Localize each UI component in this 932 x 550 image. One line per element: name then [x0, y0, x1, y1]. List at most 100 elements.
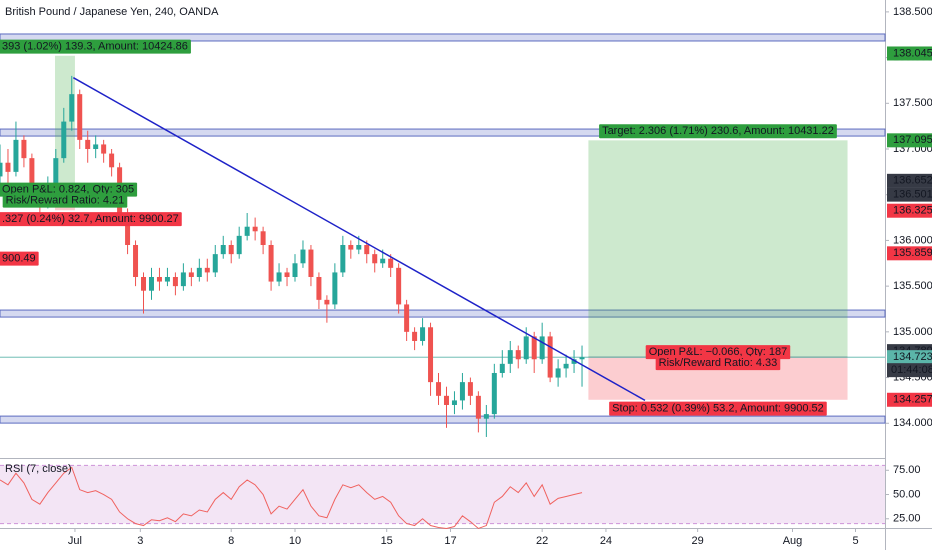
- price-marker-label: 135.859: [893, 247, 932, 259]
- y-tick-label: 135.500: [893, 280, 932, 292]
- candle-body: [196, 267, 202, 277]
- candle-body: [141, 276, 147, 291]
- candle-body: [499, 363, 505, 373]
- y-tick-label: 75.00: [893, 464, 921, 476]
- candle-body: [93, 144, 99, 150]
- target-label-bg: [0, 39, 191, 54]
- price-marker-label: 134.257: [893, 394, 932, 406]
- order-label: 900.49: [2, 253, 36, 265]
- candle-body: [236, 235, 242, 255]
- candle-body: [491, 372, 497, 415]
- candle-body: [380, 258, 386, 264]
- x-tick-label: 3: [137, 535, 143, 547]
- candle-body: [53, 158, 59, 186]
- x-tick-label: Jul: [68, 535, 82, 547]
- rr-label: Risk/Reward Ratio: 4.33: [659, 357, 778, 369]
- x-tick-label: 17: [444, 535, 456, 547]
- candle-body: [69, 94, 75, 122]
- candle-body: [308, 249, 314, 277]
- price-marker-label: 134.723: [893, 351, 932, 363]
- candle-body: [539, 336, 545, 360]
- target-label: Target: 2.306 (1.71%) 230.6, Amount: 104…: [602, 125, 834, 137]
- stop-label: .327 (0.24%) 32.7, Amount: 9900.27: [2, 213, 179, 225]
- candle-body: [109, 153, 115, 168]
- candle-body: [77, 94, 83, 140]
- pnl-label: Open P&L: 0.824, Qty: 305: [2, 184, 134, 196]
- candle-body: [85, 139, 91, 150]
- x-tick-label: 8: [228, 535, 234, 547]
- x-tick-label: 22: [536, 535, 548, 547]
- candle-body: [507, 350, 513, 364]
- price-marker-label: 138.045: [893, 47, 932, 59]
- price-marker-label: 136.501: [893, 189, 932, 201]
- candle-body: [459, 382, 465, 401]
- candle-body: [348, 244, 354, 250]
- x-tick-label: 29: [692, 535, 704, 547]
- price-marker: [887, 173, 932, 188]
- candle-body: [523, 336, 529, 360]
- candle-body: [483, 414, 489, 419]
- y-tick-label: 50.00: [893, 488, 921, 500]
- candle-body: [228, 244, 234, 255]
- target-label-bg: [599, 124, 837, 139]
- pnl-label-bg: [0, 182, 138, 197]
- candle-body: [29, 158, 35, 191]
- candle-body: [555, 368, 561, 378]
- x-tick-label: 15: [381, 535, 393, 547]
- candle-body: [61, 121, 67, 159]
- price-marker: [887, 203, 932, 218]
- y-tick-label: 138.500: [893, 6, 932, 18]
- order-label-bg: [0, 251, 39, 266]
- y-tick-label: 136.000: [893, 234, 932, 246]
- price-marker: [887, 46, 932, 61]
- candle-body: [467, 382, 473, 396]
- rsi-line: [0, 466, 583, 530]
- candle-body: [5, 162, 11, 172]
- candle-body: [563, 363, 569, 369]
- candle-body: [188, 272, 194, 277]
- y-tick-label: 134.000: [893, 417, 932, 429]
- stop-label-bg: [609, 401, 827, 416]
- rsi-title: RSI (7, close): [5, 463, 72, 475]
- price-marker-label: 136.652: [893, 175, 932, 187]
- horizontal-line: [0, 415, 886, 424]
- candle-body: [212, 254, 218, 273]
- price-marker: [887, 133, 932, 148]
- candle-body: [125, 213, 131, 245]
- x-tick-label: 5: [852, 535, 858, 547]
- candle-body: [475, 395, 481, 419]
- candle-body: [21, 139, 27, 159]
- price-marker: [887, 392, 932, 407]
- target-label: 393 (1.02%) 139.3, Amount: 10424.86: [2, 41, 188, 53]
- candle-body: [531, 336, 537, 360]
- candle-body: [133, 244, 139, 277]
- candle-body: [372, 254, 378, 264]
- candle-body: [404, 304, 410, 332]
- candle-body: [292, 263, 298, 277]
- candle-body: [300, 249, 306, 264]
- candle-body: [268, 244, 274, 282]
- x-tick-label: Aug: [783, 535, 803, 547]
- candle-body: [571, 359, 577, 364]
- horizontal-line: [0, 33, 886, 42]
- candle-body: [451, 400, 457, 405]
- candle-body: [515, 350, 521, 360]
- candle-body: [388, 258, 394, 268]
- rr-label-bg: [655, 356, 781, 371]
- pnl-label: Open P&L: −0.066, Qty: 187: [649, 346, 788, 358]
- price-marker: [887, 246, 932, 261]
- candle-body: [364, 244, 370, 255]
- candle-body: [356, 244, 362, 250]
- chart-title: British Pound / Japanese Yen, 240, OANDA: [5, 6, 219, 18]
- candle-body: [547, 336, 553, 378]
- candle-body: [420, 327, 426, 341]
- x-tick-label: 24: [600, 535, 612, 547]
- candle-body: [412, 331, 418, 341]
- stop-label: Stop: 0.532 (0.39%) 53.2, Amount: 9900.5…: [612, 403, 824, 415]
- candle-body: [252, 226, 258, 232]
- candle-body: [428, 327, 434, 383]
- candle-body: [13, 139, 19, 172]
- candle-body: [260, 231, 266, 245]
- rr-label-bg: [2, 193, 128, 208]
